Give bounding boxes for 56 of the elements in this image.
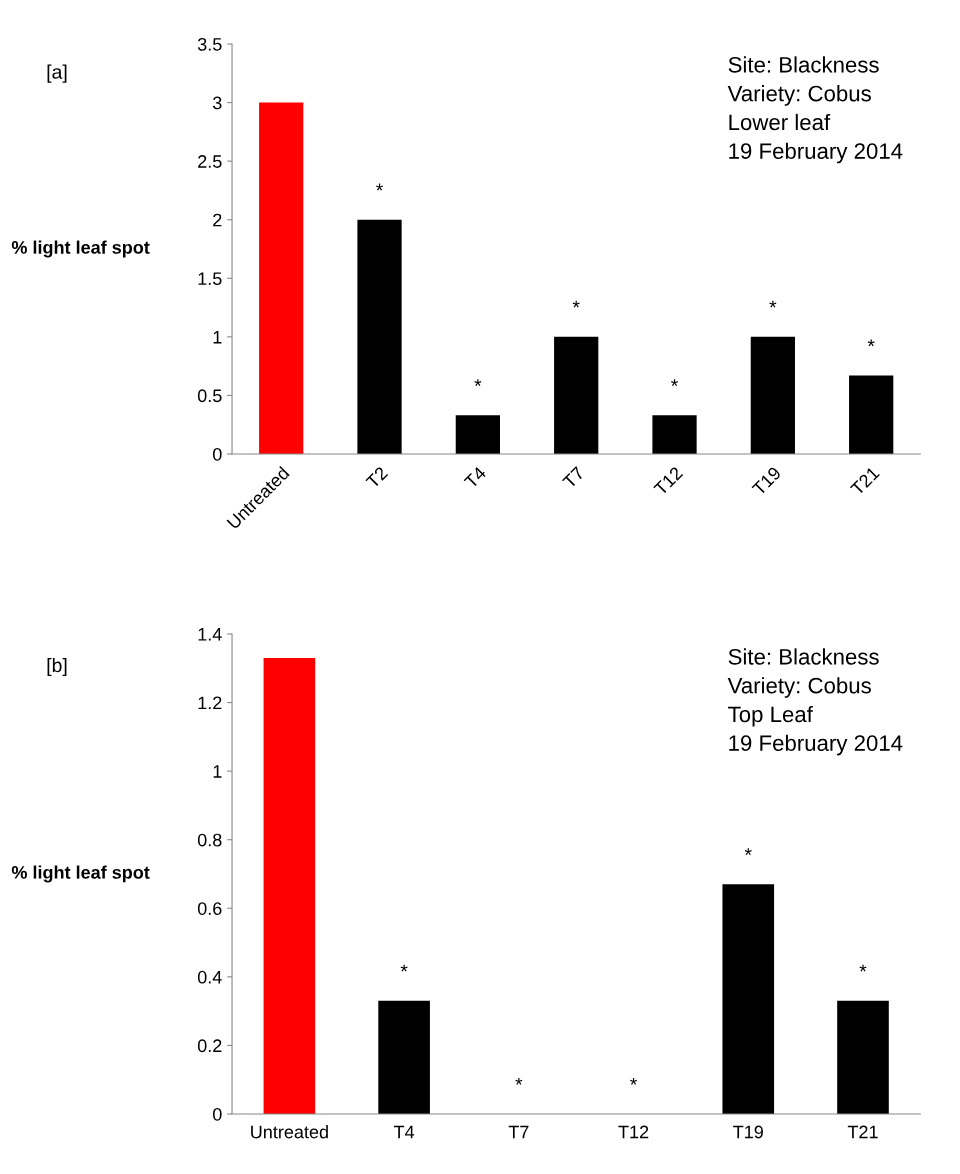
x-tick-label: Untreated xyxy=(251,1125,328,1139)
y-tick-label: 1 xyxy=(213,765,222,778)
y-tick-label: 0.4 xyxy=(197,970,222,984)
bar xyxy=(652,415,697,454)
annotation: * xyxy=(400,964,408,972)
bar xyxy=(263,657,316,1115)
annotation: Site: Blackness Variety: Cobus Top Leaf 19 February 2014 xyxy=(727,648,903,756)
x-tick-label: T12 xyxy=(618,1125,649,1139)
y-tick-label: 3 xyxy=(212,96,222,110)
annotation: Site: Blackness Variety: Cobus Lower leaf 19 February 2014 xyxy=(727,56,903,164)
annotation: * xyxy=(376,183,384,191)
x-tick-label: T19 xyxy=(751,466,782,497)
x-tick-label: T12 xyxy=(653,466,684,497)
annotation: * xyxy=(744,848,752,855)
x-tick-label: T21 xyxy=(849,466,880,497)
annotation: * xyxy=(474,379,482,387)
annotation: * xyxy=(769,300,777,308)
bar xyxy=(455,415,500,454)
text: [b] xyxy=(47,657,67,677)
x-tick-label: T7 xyxy=(562,466,585,489)
annotation: * xyxy=(572,300,580,308)
y-tick-label: 2.5 xyxy=(198,155,222,168)
y-tick-label: 0 xyxy=(212,1107,222,1121)
annotation: * xyxy=(630,1077,638,1085)
bar xyxy=(357,219,402,454)
y-tick-label: 1 xyxy=(213,330,222,344)
annotation: * xyxy=(867,339,875,347)
y-axis-title: % light leaf spot xyxy=(11,240,150,258)
x-tick-label: T21 xyxy=(847,1125,878,1139)
y-tick-label: 2 xyxy=(213,213,222,227)
annotation: * xyxy=(671,379,678,387)
x-tick-label: T7 xyxy=(508,1125,529,1139)
bar xyxy=(849,375,894,454)
text: [a] xyxy=(47,64,67,83)
x-tick-label: T19 xyxy=(733,1125,763,1139)
annotation: * xyxy=(859,964,867,972)
y-tick-label: 0.2 xyxy=(197,1039,222,1053)
bar xyxy=(750,336,795,454)
bar xyxy=(722,884,775,1115)
y-tick-label: 0.5 xyxy=(197,389,222,403)
bar xyxy=(554,336,599,454)
x-tick-label: T2 xyxy=(365,466,389,489)
y-tick-label: 1.4 xyxy=(198,628,222,641)
y-tick-label: 0.6 xyxy=(197,902,222,915)
bar xyxy=(837,1000,889,1115)
x-tick-label: T4 xyxy=(463,465,487,489)
y-axis-title: % light leaf spot xyxy=(11,865,150,883)
y-tick-label: 1.5 xyxy=(198,272,222,286)
bar xyxy=(259,102,304,454)
bar xyxy=(378,1000,430,1115)
y-tick-label: 3.5 xyxy=(197,37,222,51)
y-tick-label: 1.2 xyxy=(198,696,222,710)
x-tick-label: T4 xyxy=(393,1125,415,1139)
annotation: * xyxy=(515,1077,523,1085)
y-tick-label: 0.8 xyxy=(197,833,222,847)
y-tick-label: 0 xyxy=(212,447,222,461)
